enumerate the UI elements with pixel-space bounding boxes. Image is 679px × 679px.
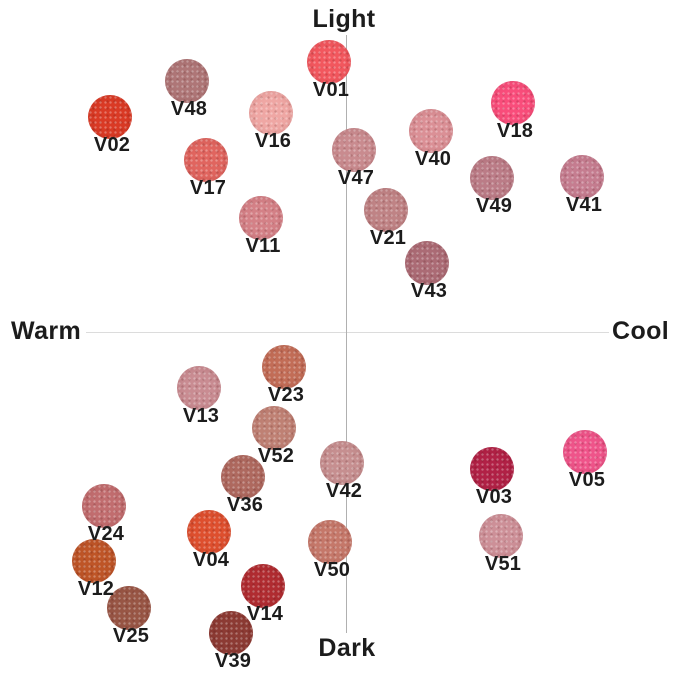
shade-swatch-v21	[364, 188, 408, 232]
shade-swatch-v50	[308, 520, 352, 564]
shade-label-v39: V39	[214, 650, 252, 672]
shade-swatch-v14	[241, 564, 285, 608]
axis-label-warm: Warm	[11, 317, 82, 345]
shade-label-v47: V47	[337, 167, 375, 189]
shade-label-v23: V23	[267, 384, 305, 406]
shade-swatch-v05	[563, 430, 607, 474]
shade-swatch-v24	[82, 484, 126, 528]
shade-label-v17: V17	[189, 177, 227, 199]
shade-swatch-v17	[184, 138, 228, 182]
shade-swatch-v13	[177, 366, 221, 410]
shade-label-v16: V16	[254, 130, 292, 152]
shade-label-v14: V14	[246, 603, 284, 625]
shade-label-v49: V49	[475, 195, 513, 217]
shade-label-v24: V24	[87, 523, 125, 545]
shade-label-v05: V05	[568, 469, 606, 491]
shade-swatch-v51	[479, 514, 523, 558]
shade-swatch-v41	[560, 155, 604, 199]
shade-label-v18: V18	[496, 120, 534, 142]
shade-label-v11: V11	[245, 235, 281, 257]
shade-label-v42: V42	[325, 480, 363, 502]
shade-swatch-v47	[332, 128, 376, 172]
shade-label-v25: V25	[112, 625, 150, 647]
axis-label-dark: Dark	[318, 634, 376, 662]
shade-label-v04: V04	[192, 549, 230, 571]
shade-swatch-v40	[409, 109, 453, 153]
shade-label-v01: V01	[312, 79, 350, 101]
shade-swatch-v49	[470, 156, 514, 200]
light-dark-axis-line	[346, 35, 347, 633]
shade-swatch-v39	[209, 611, 253, 655]
shade-label-v40: V40	[414, 148, 452, 170]
shade-label-v36: V36	[226, 494, 264, 516]
shade-swatch-v01	[307, 40, 351, 84]
shade-label-v43: V43	[410, 280, 448, 302]
shade-label-v41: V41	[565, 194, 603, 216]
shade-label-v13: V13	[182, 405, 220, 427]
shade-label-v21: V21	[369, 227, 407, 249]
shade-swatch-v02	[88, 95, 132, 139]
shade-label-v12: V12	[77, 578, 115, 600]
shade-swatch-v23	[262, 345, 306, 389]
shade-swatch-v25	[107, 586, 151, 630]
shade-swatch-v12	[72, 539, 116, 583]
shade-swatch-v52	[252, 406, 296, 450]
shade-label-v03: V03	[475, 486, 513, 508]
shade-swatch-v43	[405, 241, 449, 285]
shade-swatch-v42	[320, 441, 364, 485]
shade-label-v48: V48	[170, 98, 208, 120]
shade-swatch-v03	[470, 447, 514, 491]
shade-swatch-v18	[491, 81, 535, 125]
shade-swatch-v16	[249, 91, 293, 135]
shade-label-v51: V51	[484, 553, 522, 575]
warm-cool-axis-line	[86, 332, 609, 333]
axis-label-cool: Cool	[612, 317, 670, 345]
shade-swatch-v11	[239, 196, 283, 240]
axis-label-light: Light	[312, 5, 376, 33]
shade-swatch-v48	[165, 59, 209, 103]
shade-swatch-v04	[187, 510, 231, 554]
shade-label-v52: V52	[257, 445, 295, 467]
shade-label-v02: V02	[93, 134, 131, 156]
shade-label-v50: V50	[313, 559, 351, 581]
shade-swatch-v36	[221, 455, 265, 499]
